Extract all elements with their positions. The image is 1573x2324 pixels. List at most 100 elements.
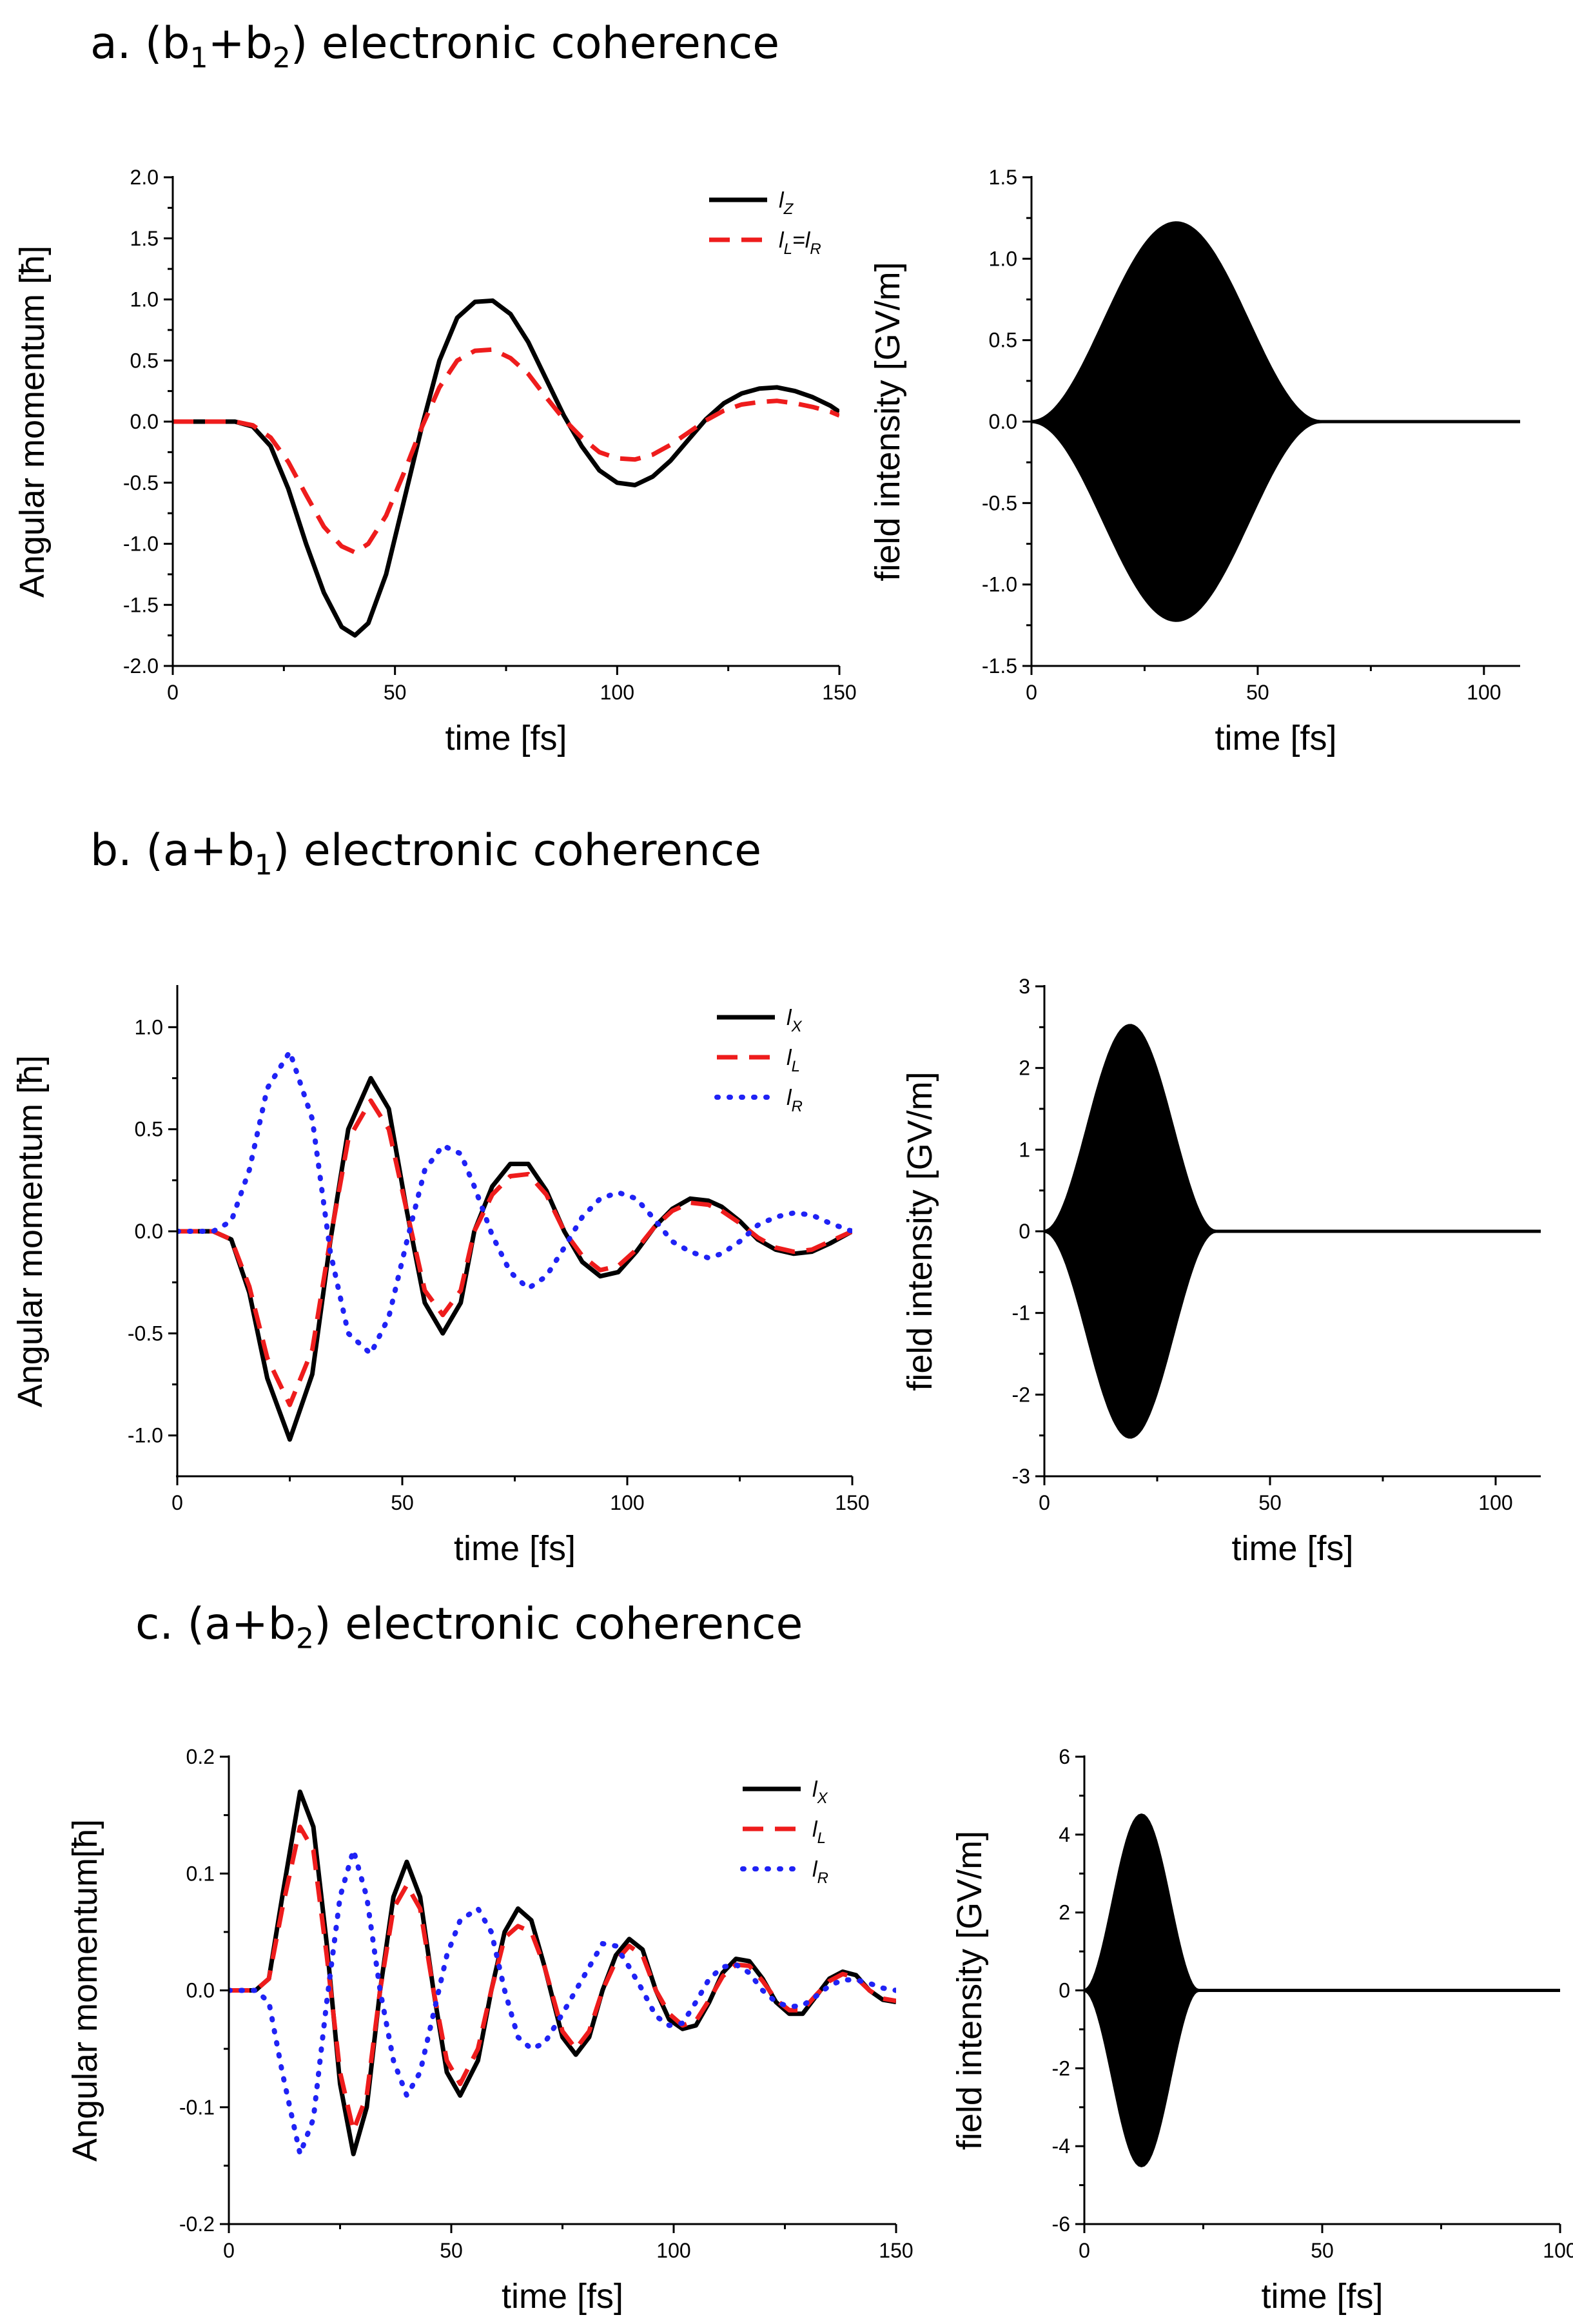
y-tick-label: 0: [1019, 1220, 1030, 1243]
y-tick-label: 0.2: [186, 1745, 215, 1768]
x-tick-label: 100: [600, 681, 634, 704]
x-tick-label: 100: [1478, 1491, 1512, 1514]
x-tick-label: 50: [384, 681, 407, 704]
series-c-left-0: [229, 1789, 896, 2156]
plot-area-a-right: [1031, 221, 1520, 622]
series-a-left-1: [173, 347, 839, 555]
series-c-left-2: [229, 1848, 896, 2157]
legend-label: lR: [786, 1086, 803, 1115]
y-tick-label: -0.5: [128, 1322, 163, 1345]
x-tick-label: 50: [1246, 681, 1269, 704]
legend-label: lL: [786, 1046, 800, 1075]
y-tick-label: -1.5: [123, 593, 159, 616]
x-tick-label: 50: [1258, 1491, 1282, 1514]
y-tick-label: 0.5: [135, 1118, 163, 1141]
y-tick-label: 0.1: [186, 1862, 215, 1885]
x-tick-label: 0: [1079, 2239, 1090, 2262]
y-axis-label: field intensity [GV/m]: [950, 1831, 989, 2150]
x-tick-label: 0: [167, 681, 179, 704]
series-c-left-1: [229, 1824, 896, 2133]
field-envelope-b-right: [1044, 1024, 1541, 1439]
x-axis-label: time [fs]: [1231, 1529, 1353, 1568]
series-b-left-0: [177, 1076, 852, 1442]
x-axis-label: time [fs]: [1261, 2277, 1383, 2316]
x-tick-label: 50: [1311, 2239, 1334, 2262]
legend-b-left: lX lL lR: [714, 1006, 803, 1115]
plot-area-a-left: [173, 298, 839, 638]
y-tick-label: 0.0: [135, 1220, 163, 1243]
y-axis-label: Angular momentum [ħ]: [11, 1055, 50, 1407]
y-axis-label: Angular momentum [ħ]: [13, 246, 52, 598]
legend-label: lX: [812, 1777, 828, 1807]
y-tick-label: 1.5: [989, 166, 1017, 189]
y-tick-label: -6: [1052, 2212, 1070, 2236]
chart-c-right: 0 50 100 -6 -4 -2 0 2 4 6 time [fs] field intensity…: [950, 1745, 1573, 2316]
legend-label: lZ: [779, 188, 794, 218]
legend-c-left: lX lL lR: [740, 1777, 828, 1887]
y-tick-label: -0.2: [179, 2212, 215, 2236]
y-tick-label: 0: [1059, 1979, 1070, 2002]
plot-area-b-right: [1044, 1024, 1541, 1439]
y-tick-label: 1: [1019, 1138, 1030, 1161]
legend-a-left: lZ lL=lR: [709, 188, 821, 258]
chart-a-left: 0 50 100 150 -2.0 -1.5 -1.0 -0.5 0.0 0.5 1.0 1.5 2.0…: [13, 166, 857, 757]
y-tick-label: -0.5: [123, 471, 159, 494]
x-tick-label: 50: [391, 1491, 414, 1514]
y-tick-label: 1.0: [135, 1015, 163, 1039]
series-a-left-0: [173, 298, 839, 638]
x-tick-label: 0: [1026, 681, 1037, 704]
y-tick-label: -0.5: [982, 491, 1017, 514]
x-tick-label: 150: [822, 681, 856, 704]
legend-label: lL: [812, 1817, 826, 1847]
y-tick-label: -2.0: [123, 654, 159, 678]
y-tick-label: 2.0: [130, 166, 159, 189]
y-tick-label: 0.0: [989, 410, 1017, 433]
x-tick-label: 0: [1039, 1491, 1050, 1514]
field-envelope-a-right: [1031, 221, 1520, 622]
x-tick-label: 50: [440, 2239, 463, 2262]
x-axis-label: time [fs]: [454, 1529, 576, 1568]
chart-b-right: 0 50 100 -3 -2 -1 0 1 2 3 time [fs] field intensity…: [901, 975, 1541, 1568]
y-tick-label: -1.0: [982, 573, 1017, 596]
y-tick-label: 4: [1059, 1823, 1070, 1846]
y-tick-label: -4: [1052, 2134, 1070, 2158]
y-tick-label: 6: [1059, 1745, 1070, 1768]
y-tick-label: 2: [1059, 1901, 1070, 1924]
y-tick-label: -1.5: [982, 654, 1017, 678]
y-tick-label: 1.5: [130, 227, 159, 250]
y-tick-label: 0.5: [989, 329, 1017, 352]
x-tick-label: 100: [610, 1491, 644, 1514]
y-tick-label: -1.0: [123, 532, 159, 556]
legend-label: lX: [786, 1006, 803, 1035]
x-axis-label: time [fs]: [445, 719, 567, 757]
y-tick-label: -1.0: [128, 1424, 163, 1447]
y-axis-label: Angular momentum[ħ]: [66, 1819, 104, 2162]
panel-c-title: c. (a+b2) electronic coherence: [135, 1599, 803, 1655]
x-tick-label: 100: [656, 2239, 690, 2262]
y-tick-label: 1.0: [130, 288, 159, 311]
field-envelope-c-right: [1084, 1813, 1560, 2167]
series-b-left-1: [177, 1098, 852, 1407]
y-tick-label: 3: [1019, 975, 1030, 998]
x-tick-label: 0: [171, 1491, 183, 1514]
y-tick-label: 2: [1019, 1057, 1030, 1080]
legend-label: lL=lR: [779, 228, 821, 258]
panel-a-title: a. (b1+b2) electronic coherence: [90, 18, 780, 75]
x-tick-label: 150: [835, 1491, 869, 1514]
plot-area-c-left: [229, 1789, 896, 2157]
y-tick-label: -2: [1012, 1383, 1030, 1406]
y-tick-label: -3: [1012, 1465, 1030, 1488]
y-tick-label: -1: [1012, 1302, 1030, 1325]
x-tick-label: 100: [1543, 2239, 1573, 2262]
x-axis-label: time [fs]: [502, 2277, 623, 2316]
chart-b-left: 0 50 100 150 -1.0 -0.5 0.0 0.5 1.0 time [fs] Angul…: [11, 985, 870, 1568]
x-axis-label: time [fs]: [1215, 719, 1336, 757]
y-axis-label: field intensity [GV/m]: [901, 1071, 939, 1391]
panel-b-title: b. (a+b1) electronic coherence: [90, 825, 762, 882]
y-axis-label: field intensity [GV/m]: [868, 262, 907, 581]
x-tick-label: 100: [1467, 681, 1501, 704]
y-tick-label: -0.1: [179, 2096, 215, 2119]
legend-label: lR: [812, 1857, 828, 1887]
chart-c-left: 0 50 100 150 -0.2 -0.1 0.0 0.1 0.2 time [fs] Angul…: [66, 1745, 914, 2316]
